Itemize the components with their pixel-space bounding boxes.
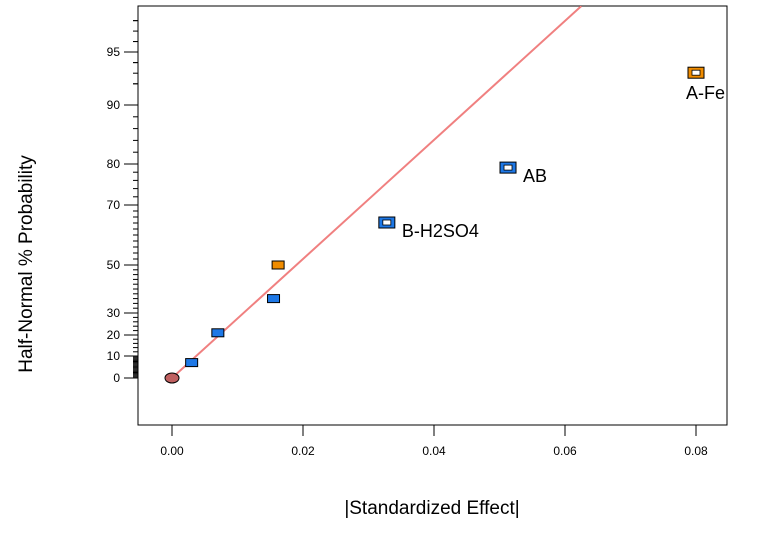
data-point xyxy=(211,328,225,338)
y-tick-label: 0 xyxy=(113,371,120,385)
y-tick-label: 30 xyxy=(107,306,121,320)
labeled-point-inner xyxy=(503,164,513,171)
y-tick-label: 20 xyxy=(107,328,121,342)
labeled-point-inner xyxy=(382,219,392,226)
y-axis: 0 10 20 30 50 70 80 90 95 xyxy=(107,20,138,385)
labeled-point-inner xyxy=(691,69,701,76)
y-tick-label: 50 xyxy=(107,258,121,272)
plot-frame xyxy=(137,5,728,426)
x-tick-label: 0.04 xyxy=(422,444,446,458)
y-tick-label: 95 xyxy=(107,45,121,59)
x-axis-title: |Standardized Effect| xyxy=(344,498,519,519)
point-label: AB xyxy=(523,166,547,186)
data-point xyxy=(267,294,281,304)
point-label: B-H2SO4 xyxy=(402,221,479,241)
point-label: A-Fe xyxy=(686,83,725,103)
x-tick-label: 0.06 xyxy=(553,444,577,458)
y-tick-label: 70 xyxy=(107,198,121,212)
fit-line xyxy=(171,6,583,379)
x-tick-label: 0.02 xyxy=(291,444,315,458)
data-point xyxy=(271,260,285,270)
y-tick-label: 10 xyxy=(107,349,121,363)
x-tick-label: 0.00 xyxy=(160,444,184,458)
data-point xyxy=(185,358,199,368)
error-point xyxy=(164,372,180,384)
plot-area xyxy=(171,6,583,379)
x-tick-label: 0.08 xyxy=(684,444,708,458)
y-axis-title: Half-Normal % Probability xyxy=(16,155,37,373)
y-tick-label: 80 xyxy=(107,157,121,171)
data-points: B-H2SO4 AB A-Fe xyxy=(164,66,725,384)
y-tick-label: 90 xyxy=(107,98,121,112)
x-axis: 0.00 0.02 0.04 0.06 0.08 xyxy=(160,425,708,458)
